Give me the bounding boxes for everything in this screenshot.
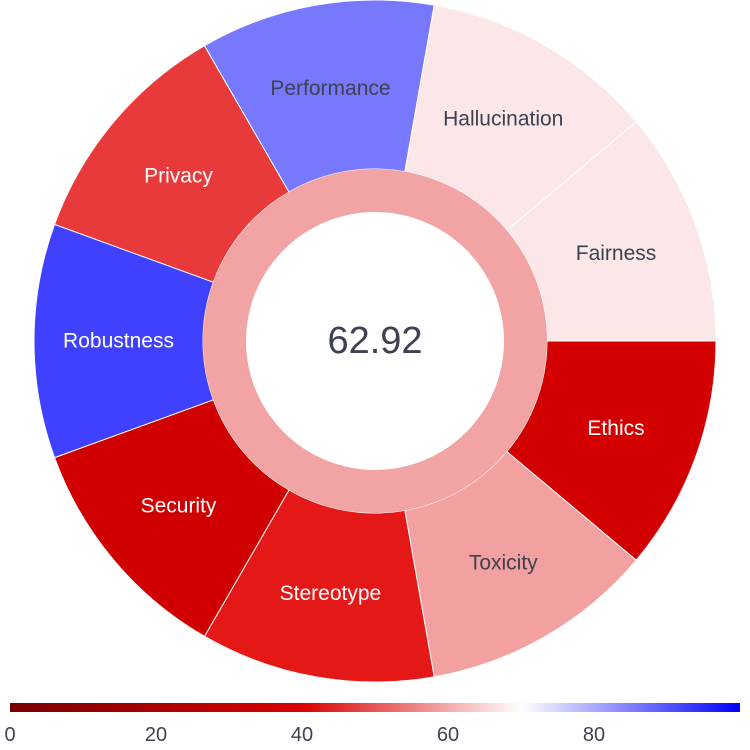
segment-label: Stereotype — [280, 582, 382, 605]
center-score: 62.92 — [327, 320, 422, 362]
segment-label: Security — [141, 494, 217, 517]
segment-label: Toxicity — [469, 552, 538, 575]
colorbar-tick-label: 20 — [145, 724, 167, 746]
segments: Ethics Toxicity Stereotype Security Robustne… — [33, 0, 717, 683]
segment-label: Privacy — [144, 165, 213, 188]
segment-label: Fairness — [576, 242, 657, 265]
colorbar-tick-label: 0 — [4, 724, 15, 746]
colorbar-gradient — [10, 703, 740, 712]
colorbar-tick-label: 40 — [291, 724, 313, 746]
segment-label: Hallucination — [443, 107, 563, 130]
segment-label: Robustness — [63, 330, 174, 353]
segment-label: Ethics — [587, 417, 644, 440]
colorbar-ticks: 0 20 40 60 80 — [4, 724, 605, 746]
segment-label: Performance — [270, 77, 390, 100]
colorbar-tick-label: 80 — [583, 724, 605, 746]
colorbar: 0 20 40 60 80 — [4, 703, 740, 746]
colorbar-tick-label: 60 — [437, 724, 459, 746]
center-hole — [246, 212, 504, 470]
